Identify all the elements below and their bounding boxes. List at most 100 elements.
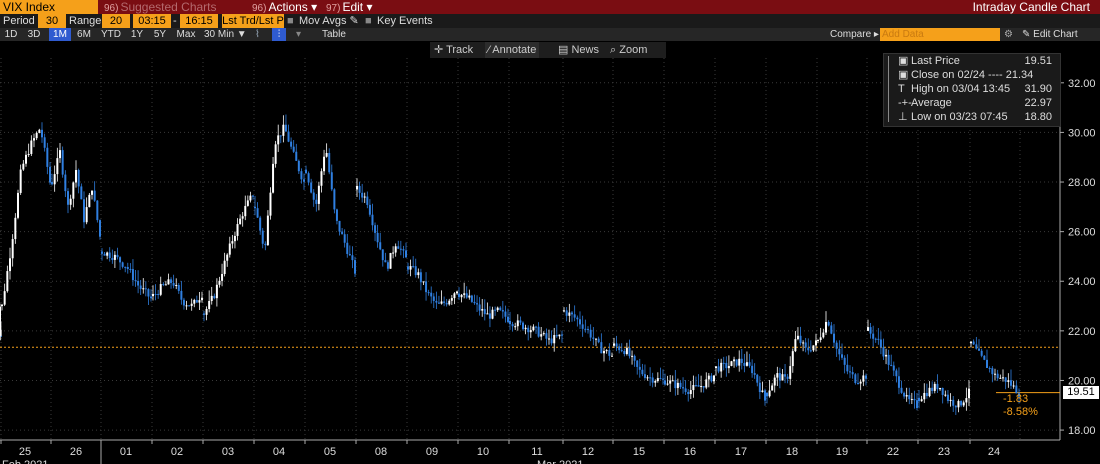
range-1m[interactable]: 1M [49, 28, 71, 41]
candle-body [35, 132, 38, 139]
candle-body [354, 260, 356, 274]
x-month-label: Mar 2021 [537, 459, 583, 464]
key-events-toggle[interactable]: Key Events [377, 15, 433, 27]
range-max[interactable]: Max [176, 29, 196, 40]
checkbox-icon[interactable]: ■ [365, 15, 372, 27]
range-ytd[interactable]: YTD [101, 29, 121, 40]
x-tick-label: 10 [477, 446, 489, 458]
candle-body [537, 326, 540, 337]
candle-body [595, 338, 597, 340]
candle-body [101, 251, 103, 254]
candle-body [720, 362, 723, 372]
candle-body [887, 354, 890, 365]
candle-chart-icon[interactable]: ⫶ [272, 28, 286, 41]
candle-body [730, 361, 733, 366]
candle-body [147, 289, 150, 297]
table-button[interactable]: Table [322, 29, 346, 40]
candle-body [764, 390, 766, 401]
candle-body [568, 312, 571, 316]
candle-body [277, 135, 280, 145]
candle-body [872, 333, 875, 339]
period-input[interactable]: 30 [38, 14, 66, 28]
candle-body [846, 364, 849, 372]
candle-body [735, 359, 738, 366]
candle-body [733, 359, 736, 362]
actions-menu[interactable]: 96) Actions ▾ [252, 0, 318, 14]
candle-body [113, 254, 116, 260]
interval-select[interactable]: 30 Min ▼ [204, 29, 247, 40]
candle-body [900, 387, 903, 393]
candle-body [292, 146, 295, 152]
annotate-tool[interactable]: ⁄ Annotate [485, 42, 540, 58]
close-icon: ▣ [898, 69, 909, 81]
x-tick-label: 25 [19, 446, 31, 458]
range-input[interactable]: 20 [102, 14, 130, 28]
gear-icon[interactable]: ⚙ [1004, 29, 1013, 40]
edit-chart-button[interactable]: ✎ Edit Chart [1022, 29, 1078, 40]
candle-body [303, 179, 305, 182]
candle-body [473, 301, 476, 304]
candle-body [799, 335, 802, 344]
candle-body [908, 395, 911, 400]
candle-body [203, 313, 205, 315]
compare-button[interactable]: Compare ▸ [830, 29, 879, 40]
candle-body [282, 124, 285, 136]
candle-body [862, 375, 865, 382]
candle-body [778, 373, 781, 381]
candle-body [638, 366, 641, 370]
candle-body [710, 375, 713, 382]
ticker-field[interactable]: VIX Index [0, 0, 98, 14]
candle-body [83, 199, 85, 223]
candle-body [649, 377, 652, 379]
candle-body [483, 309, 486, 315]
suggested-charts-menu[interactable]: 96) Suggested Charts [104, 0, 217, 14]
checkbox-icon[interactable]: ■ [287, 15, 294, 27]
add-data-input[interactable]: Add Data [880, 28, 1000, 41]
track-tool[interactable]: ✛ Track [434, 44, 474, 56]
candle-body [284, 124, 287, 132]
mov-avgs-toggle[interactable]: Mov Avgs ✎ [299, 15, 359, 27]
candle-body [305, 169, 307, 174]
zoom-tool[interactable]: ⌕ Zoom [610, 44, 648, 56]
candle-body [509, 320, 511, 325]
candle-body [545, 333, 548, 339]
news-tool[interactable]: ▤ News [558, 44, 599, 56]
range-5y[interactable]: 5Y [153, 29, 167, 40]
candle-body [697, 385, 700, 387]
candle-body [600, 342, 603, 354]
candle-body [905, 395, 908, 397]
candle-body [988, 367, 991, 369]
candle-body [527, 327, 530, 333]
candle-body [676, 382, 679, 389]
candle-body [654, 381, 657, 383]
candle-body [154, 293, 157, 295]
range-toolbar: 1D 3D 1M 6M YTD 1Y 5Y Max 30 Min ▼ ⌇ ⫶ ▾… [0, 28, 1100, 41]
legend-connector [888, 56, 889, 122]
y-tick-label: 30.00 [1068, 127, 1096, 139]
candle-body [287, 131, 290, 142]
range-1y[interactable]: 1Y [130, 29, 144, 40]
candle-body [264, 243, 267, 246]
pencil-icon: ⁄ [488, 44, 490, 56]
time-to-input[interactable]: 16:15 [180, 14, 218, 28]
candle-body [895, 370, 898, 377]
line-chart-icon[interactable]: ⌇ [255, 29, 260, 40]
candle-body [239, 218, 242, 225]
range-3d[interactable]: 3D [27, 29, 41, 40]
candle-body [771, 385, 774, 391]
candle-body [205, 308, 208, 315]
candle-body [465, 293, 468, 298]
candle-body [167, 279, 170, 285]
time-from-input[interactable]: 03:15 [133, 14, 171, 28]
candle-body [745, 362, 748, 366]
edit-menu[interactable]: 97) Edit ▾ [326, 0, 373, 14]
range-6m[interactable]: 6M [77, 29, 91, 40]
last-price-box: 19.51 [1063, 386, 1099, 399]
candle-body [535, 326, 537, 328]
range-1d[interactable]: 1D [4, 29, 18, 40]
candle-body [335, 209, 338, 221]
candle-body [170, 279, 173, 283]
menu-icon[interactable]: ▾ [296, 29, 302, 40]
last-trade-select[interactable]: Lst Trd/Lst P [222, 14, 284, 28]
